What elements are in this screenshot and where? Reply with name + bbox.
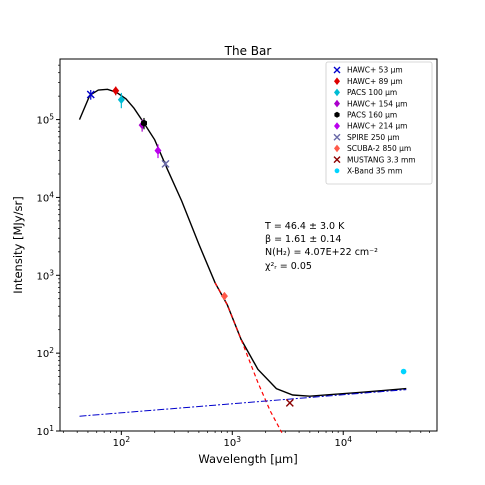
data-marker: [400, 368, 407, 375]
data-point: [220, 291, 228, 301]
legend-marker: [334, 122, 340, 130]
annotation-column-density: N(H₂) = 4.07E+22 cm⁻²: [265, 247, 378, 258]
legend-entry: MUSTANG 3.3 mm: [333, 155, 416, 164]
legend-entry: HAWC+ 53 μm: [333, 66, 403, 75]
model-curve-free-free: [79, 389, 407, 417]
legend-entry: HAWC+ 89 μm: [334, 77, 403, 86]
data-marker: [161, 159, 170, 168]
data-marker: [112, 86, 120, 95]
y-tick-label: 104: [36, 190, 54, 204]
legend-label: X-Band 35 mm: [347, 167, 402, 176]
data-point: [161, 159, 170, 168]
y-tick-label: 102: [36, 346, 54, 360]
legend-marker: [333, 133, 341, 141]
legend-label: PACS 100 μm: [347, 88, 397, 97]
data-marker: [154, 146, 162, 155]
data-points: [86, 86, 407, 407]
legend-marker: [334, 99, 340, 108]
data-marker: [117, 95, 125, 105]
legend-label: HAWC+ 214 μm: [347, 122, 407, 131]
legend-entry: HAWC+ 154 μm: [334, 99, 407, 108]
data-point: [400, 368, 407, 375]
legend-label: HAWC+ 89 μm: [347, 77, 403, 86]
legend-entry: SPIRE 250 μm: [333, 133, 400, 142]
legend-label: SCUBA-2 850 μm: [347, 144, 411, 153]
legend-label: MUSTANG 3.3 mm: [347, 155, 416, 164]
data-point: [86, 89, 95, 100]
plot-frame: [59, 58, 438, 432]
y-tick-label: 101: [36, 424, 54, 438]
data-point: [117, 92, 125, 109]
annotation-temperature: T = 46.4 ± 3.0 K: [264, 221, 345, 232]
fit-annotation: T = 46.4 ± 3.0 K β = 1.61 ± 0.14 N(H₂) =…: [264, 221, 378, 272]
legend-label: PACS 160 μm: [347, 111, 397, 120]
data-point: [141, 117, 147, 130]
x-tick-label: 103: [224, 435, 242, 449]
y-axis-label: Intensity [MJy/sr]: [11, 196, 25, 293]
model-curves: [78, 88, 407, 433]
chart-title: The Bar: [224, 44, 272, 58]
legend-entry: PACS 160 μm: [334, 111, 397, 120]
legend-marker: [333, 66, 341, 74]
legend-label: SPIRE 250 μm: [347, 133, 400, 142]
data-point: [112, 86, 120, 96]
legend-marker: [334, 88, 340, 97]
legend-entry: SCUBA-2 850 μm: [334, 144, 411, 153]
data-point: [285, 398, 294, 407]
data-marker: [285, 398, 294, 407]
legend-entry: HAWC+ 214 μm: [334, 122, 407, 131]
data-point: [154, 144, 162, 159]
annotation-beta: β = 1.61 ± 0.14: [265, 234, 341, 245]
legend-marker: [333, 156, 341, 164]
legend-label: HAWC+ 154 μm: [347, 99, 407, 108]
legend-entry: PACS 100 μm: [334, 88, 397, 97]
y-tick-label: 103: [36, 268, 54, 282]
model-curve-dust-total: [78, 88, 407, 397]
legend-box: [325, 61, 433, 185]
legend: HAWC+ 53 μm HAWC+ 89 μm PACS 100 μm HAWC+ 1…: [325, 61, 433, 185]
legend-marker: [334, 111, 340, 118]
legend-marker: [334, 144, 340, 153]
x-tick-label: 102: [113, 435, 131, 449]
legend-marker: [334, 77, 340, 85]
legend-label: HAWC+ 53 μm: [347, 66, 403, 75]
annotation-chi-squared: χ²ᵣ = 0.05: [265, 261, 312, 272]
legend-entry: X-Band 35 mm: [334, 167, 402, 176]
x-tick-label: 104: [334, 435, 352, 449]
data-marker: [86, 90, 95, 99]
x-axis-label: Wavelength [μm]: [198, 452, 297, 466]
data-marker: [141, 119, 147, 127]
data-marker: [220, 291, 228, 301]
y-tick-label: 105: [36, 113, 54, 127]
axes: 102 103 104 101 102 103 104 105: [36, 64, 430, 449]
model-curve-dust-only: [214, 282, 283, 433]
legend-marker: [334, 168, 340, 174]
